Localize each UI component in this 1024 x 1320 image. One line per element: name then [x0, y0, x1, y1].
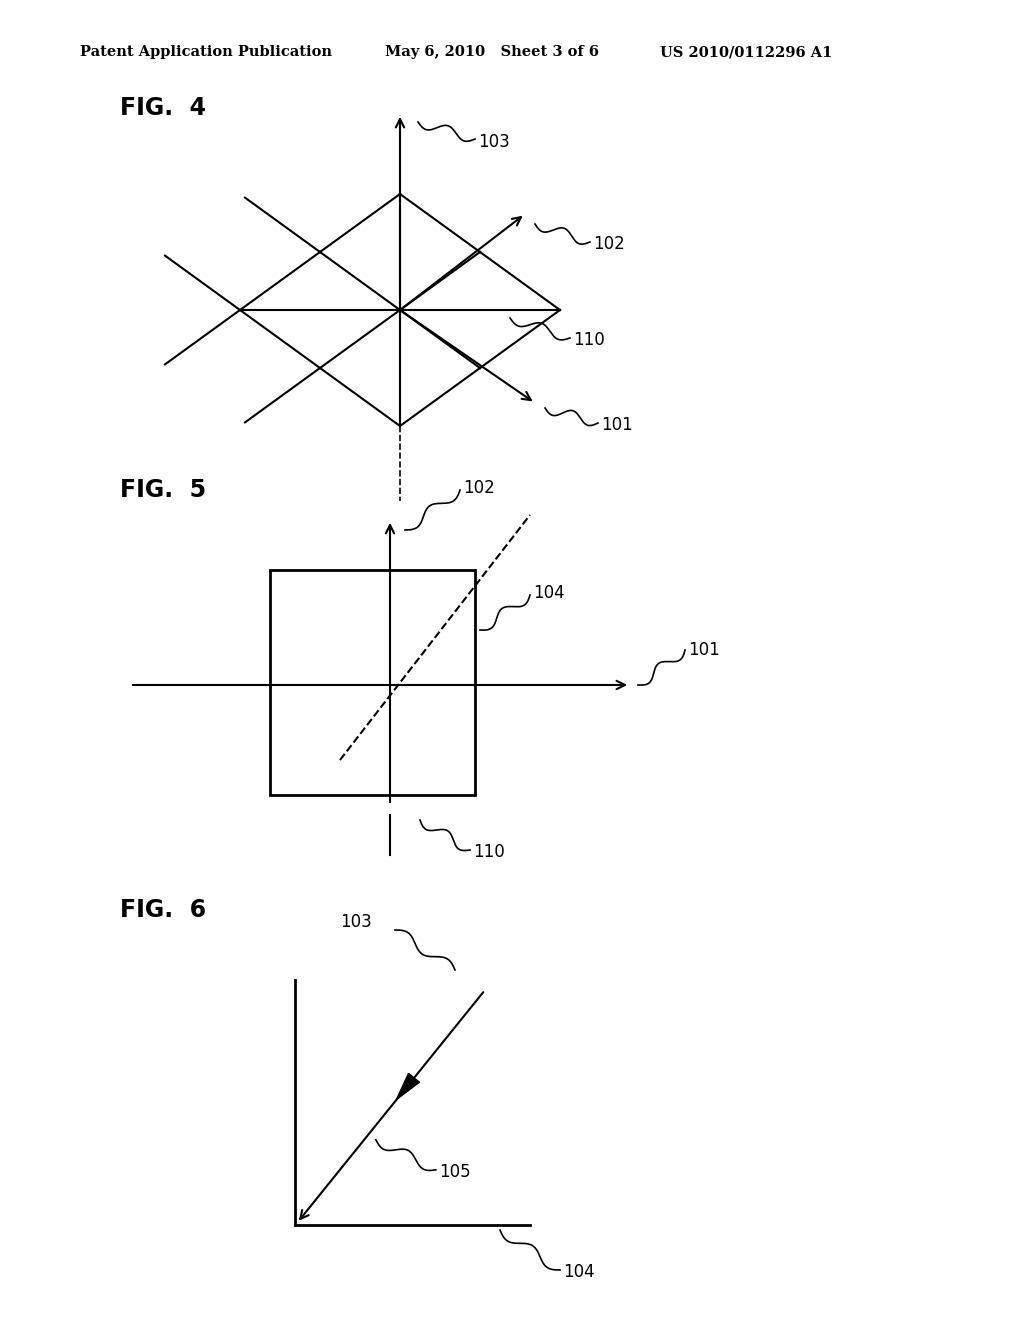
Text: Patent Application Publication: Patent Application Publication: [80, 45, 332, 59]
Text: 104: 104: [563, 1263, 595, 1280]
Text: 104: 104: [534, 583, 564, 602]
Text: FIG.  5: FIG. 5: [120, 478, 206, 502]
Polygon shape: [396, 1073, 420, 1100]
Text: May 6, 2010   Sheet 3 of 6: May 6, 2010 Sheet 3 of 6: [385, 45, 599, 59]
Text: FIG.  6: FIG. 6: [120, 898, 206, 921]
Text: 101: 101: [601, 416, 633, 434]
Text: US 2010/0112296 A1: US 2010/0112296 A1: [660, 45, 833, 59]
Text: 110: 110: [573, 331, 605, 348]
Text: 103: 103: [340, 913, 372, 931]
Text: 103: 103: [478, 133, 510, 150]
Bar: [270, 570, 475, 795]
Text: 102: 102: [463, 479, 495, 498]
Text: 110: 110: [473, 843, 505, 861]
Text: FIG.  4: FIG. 4: [120, 96, 206, 120]
Text: 102: 102: [593, 235, 625, 253]
Text: 105: 105: [439, 1163, 470, 1181]
Text: 101: 101: [688, 642, 720, 659]
